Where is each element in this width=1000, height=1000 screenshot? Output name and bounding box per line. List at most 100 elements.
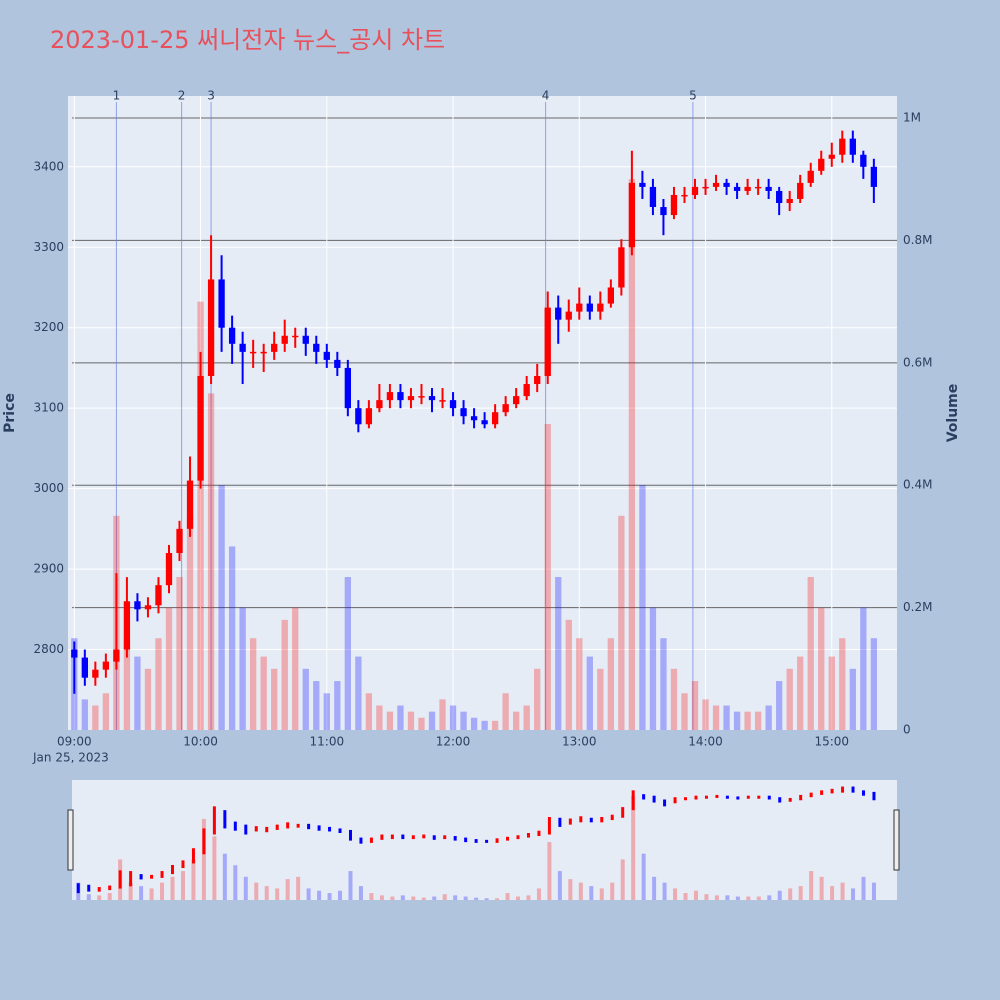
volume-bar: [407, 711, 415, 730]
candle-body: [744, 186, 751, 191]
volume-bar: [670, 668, 678, 730]
mini-volume-bar: [641, 853, 646, 900]
candle-body: [165, 552, 173, 586]
candle-body: [670, 194, 678, 216]
candle-body: [691, 186, 699, 195]
mini-volume-bar: [212, 836, 217, 900]
candle-body: [186, 480, 194, 529]
mini-volume-bar: [233, 865, 238, 900]
candle-body: [218, 279, 225, 328]
volume-bar: [428, 711, 436, 730]
candle-body: [681, 194, 688, 197]
mini-volume-bar: [400, 895, 405, 900]
y-tick-label: 3200: [33, 320, 64, 334]
mini-volume-bar: [484, 898, 489, 900]
volume-bar: [502, 693, 509, 730]
mini-volume-bar: [756, 896, 761, 900]
volume-bar: [828, 656, 835, 730]
candle-body: [491, 412, 499, 425]
candle-body: [565, 311, 572, 320]
candle-body: [754, 186, 762, 189]
candle-body: [144, 605, 152, 610]
volume-bar: [860, 607, 867, 730]
volume-bar: [470, 717, 478, 730]
volume-bar: [586, 656, 593, 730]
mini-volume-bar: [369, 893, 374, 900]
mini-volume-bar: [526, 895, 531, 900]
volume-bar: [818, 607, 825, 730]
mini-volume-bar: [610, 882, 615, 900]
volume-bar: [123, 638, 131, 730]
candle-body: [207, 279, 215, 376]
volume-bar: [218, 485, 225, 730]
mini-volume-bar: [474, 897, 479, 900]
candle-body: [228, 327, 236, 344]
news-label: 3: [207, 89, 215, 103]
volume-bar: [292, 607, 299, 730]
mini-volume-bar: [348, 871, 353, 900]
x-date-label: Jan 25, 2023: [32, 751, 109, 765]
candle-body: [176, 528, 183, 553]
mini-volume-bar: [275, 888, 280, 900]
mini-volume-bar: [631, 795, 636, 900]
mini-volume-bar: [317, 890, 322, 900]
candle-body: [607, 287, 615, 304]
volume-bar: [839, 638, 846, 730]
candle-body: [470, 416, 478, 421]
mini-volume-bar: [861, 876, 866, 900]
mini-volume-bar: [432, 896, 437, 900]
volume-bar: [92, 705, 99, 730]
volume-bar: [355, 656, 362, 730]
mini-volume-bar: [411, 896, 416, 900]
mini-volume-bar: [568, 879, 573, 900]
candle-body: [102, 661, 110, 670]
range-handle[interactable]: [893, 809, 900, 871]
volume-bar: [807, 577, 814, 730]
mini-volume-bar: [735, 896, 740, 900]
candle-body: [733, 186, 741, 191]
mini-volume-bar: [495, 898, 500, 900]
y2-tick-label: 0.6M: [903, 355, 932, 369]
mini-volume-bar: [285, 879, 290, 900]
volume-bar: [176, 577, 183, 730]
candle-body: [323, 351, 330, 360]
y-tick-label: 3100: [33, 401, 64, 415]
candle-body: [481, 420, 488, 425]
rangeslider[interactable]: [72, 780, 897, 900]
candle-body: [523, 384, 530, 397]
y2-tick-label: 0.4M: [903, 478, 932, 492]
candle-body: [460, 408, 467, 417]
mini-volume-bar: [673, 888, 678, 900]
candle-body: [712, 182, 720, 187]
mini-volume-bar: [662, 882, 667, 900]
range-handle[interactable]: [67, 809, 74, 871]
mini-volume-bar: [338, 890, 343, 900]
candle-body: [776, 190, 783, 204]
candle-body: [313, 343, 320, 352]
volume-bar: [186, 515, 194, 730]
volume-bar: [134, 656, 141, 730]
volume-bar: [386, 711, 394, 730]
candle-body: [828, 154, 835, 159]
mini-volume-bar: [767, 895, 772, 900]
volume-bar: [281, 619, 288, 730]
plot-area: [68, 96, 897, 730]
volume-bar: [660, 638, 667, 730]
y2-tick-label: 0: [903, 723, 911, 737]
mini-volume-bar: [254, 882, 259, 900]
volume-bar: [239, 607, 246, 730]
news-label: 4: [542, 89, 550, 103]
mini-volume-bar: [599, 888, 604, 900]
candle-body: [544, 307, 551, 376]
candle-body: [428, 396, 436, 401]
candle-body: [134, 601, 141, 610]
volume-bar: [144, 668, 152, 730]
candle-body: [407, 396, 415, 401]
mini-volume-bar: [97, 895, 102, 900]
y-axis-title: Price: [2, 393, 18, 433]
candle-body: [155, 585, 162, 606]
x-tick-label: 09:00: [57, 735, 92, 749]
volume-bar: [155, 638, 162, 730]
volume-bar: [250, 638, 257, 730]
candle-body: [334, 359, 341, 368]
